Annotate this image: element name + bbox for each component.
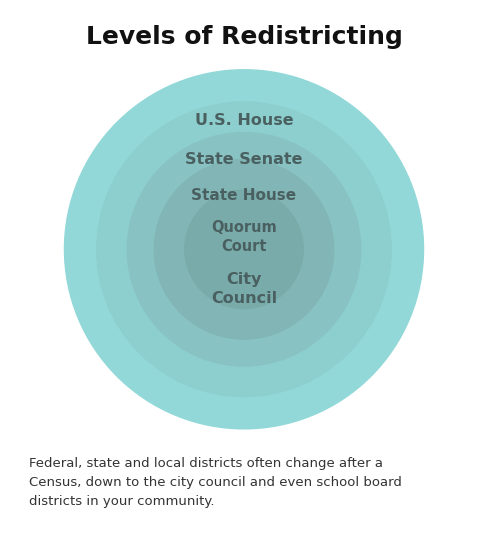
Text: State Senate: State Senate [185, 152, 303, 167]
Circle shape [97, 102, 391, 397]
Circle shape [127, 132, 361, 366]
Circle shape [185, 190, 303, 309]
Text: City
Council: City Council [211, 272, 277, 306]
Circle shape [64, 70, 424, 429]
Text: State House: State House [191, 188, 297, 203]
Text: U.S. House: U.S. House [195, 112, 293, 127]
Text: Quorum
Court: Quorum Court [211, 220, 277, 254]
Circle shape [154, 160, 334, 339]
Text: Levels of Redistricting: Levels of Redistricting [85, 25, 403, 49]
Text: Federal, state and local districts often change after a
Census, down to the city: Federal, state and local districts often… [29, 457, 402, 508]
